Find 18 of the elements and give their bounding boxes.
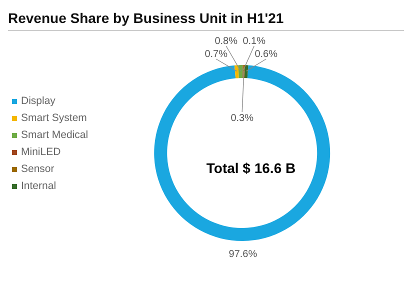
legend-label: Display [21,95,56,107]
legend-label: Sensor [21,163,54,175]
chart-title: Revenue Share by Business Unit in H1'21 [8,8,404,31]
donut-slice [234,65,239,78]
data-label: 0.3% [230,113,254,124]
data-label: 0.8% [214,36,238,47]
legend-label: Internal [21,180,56,192]
legend-label: Smart System [21,112,87,124]
legend-label: MiniLED [21,146,61,158]
donut-slice [244,65,248,78]
donut-slice [154,65,330,241]
data-label: 0.6% [254,49,278,60]
text: Total $ 16.6 B [206,160,296,176]
data-label: 0.1% [242,36,266,47]
data-label: 0.7% [204,49,228,60]
donut-slice [238,65,243,78]
data-label: 97.6% [228,248,258,260]
legend-label: Smart Medical [21,129,88,141]
